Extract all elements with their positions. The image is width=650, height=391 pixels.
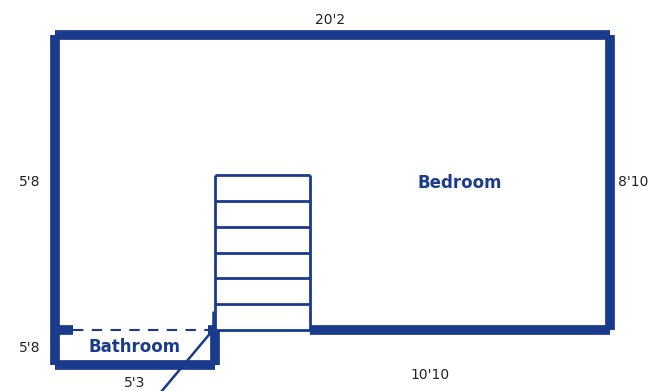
Text: Bedroom: Bedroom [418, 174, 502, 192]
Text: Bathroom: Bathroom [89, 339, 181, 357]
Text: 5'3: 5'3 [124, 376, 146, 390]
Text: 5'8: 5'8 [18, 341, 40, 355]
Text: 20'2: 20'2 [315, 13, 345, 27]
Text: 5'8: 5'8 [18, 175, 40, 189]
Text: 8'10: 8'10 [618, 175, 649, 189]
Text: 10'10: 10'10 [410, 368, 450, 382]
